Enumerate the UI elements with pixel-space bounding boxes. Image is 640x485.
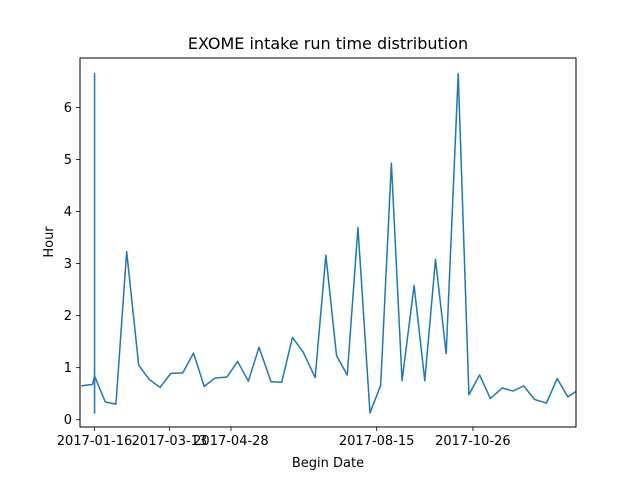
y-axis-ticks: 0 1 2 3 4 5 6: [64, 101, 80, 428]
x-tick-label: 2017-04-28: [193, 434, 269, 449]
y-axis-label: Hour: [42, 226, 57, 258]
y-tick-label: 6: [64, 101, 72, 116]
chart-title: EXOME intake run time distribution: [188, 34, 468, 53]
y-tick-label: 2: [64, 309, 72, 324]
x-tick-label: 2017-01-16: [57, 434, 133, 449]
plot-frame: [79, 57, 577, 428]
plot-background: [80, 58, 576, 427]
x-axis-label: Begin Date: [292, 456, 364, 471]
series-line-1: [81, 72, 576, 414]
series-layer: [81, 72, 576, 414]
x-tick-label: 2017-03-13: [132, 434, 208, 449]
y-tick-label: 0: [64, 413, 72, 428]
y-tick-label: 1: [64, 361, 72, 376]
x-tick-label: 2017-08-15: [339, 434, 415, 449]
x-tick-label: 2017-10-26: [435, 434, 511, 449]
y-tick-label: 4: [64, 205, 72, 220]
y-tick-label: 5: [64, 153, 72, 168]
y-tick-label: 3: [64, 257, 72, 272]
